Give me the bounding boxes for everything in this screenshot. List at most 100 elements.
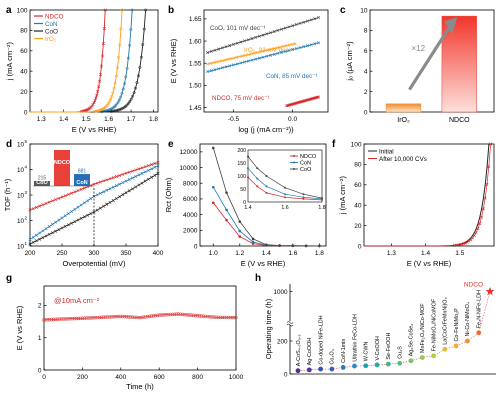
g-series-stability-point xyxy=(88,316,92,320)
g-x-tick-label: 0 xyxy=(42,374,46,381)
d-series-coo-point xyxy=(143,179,147,183)
h-category-label: Ni-Co-NiMoO₄ xyxy=(465,302,471,337)
g-series-stability-point xyxy=(176,312,181,316)
a-series-coo-point xyxy=(121,106,124,110)
d-series-coo-point xyxy=(89,212,93,216)
h-point-co-o xyxy=(329,366,335,372)
e-x-tick-label: 1.8 xyxy=(315,250,324,257)
b-series-label-coo: CoO, 101 mV dec⁻¹ xyxy=(210,25,265,32)
a-series-ndco-line xyxy=(30,9,106,113)
d-series-ndco-point xyxy=(63,194,67,198)
h-category-label: Fe-NiMoO₄/NiCoMOF xyxy=(431,298,437,351)
d-series-coo-point xyxy=(60,226,64,230)
f-series-after-10-000-cvs-point xyxy=(470,236,475,240)
g-series-stability-point xyxy=(63,317,67,321)
a-x-axis-label: E (V vs RHE) xyxy=(72,125,117,134)
g-series-stability-point xyxy=(215,315,219,320)
a-series-con-point xyxy=(123,82,126,86)
d-series-coo-point xyxy=(146,177,150,181)
g-series-stability-point xyxy=(232,315,236,320)
g-series-stability-point xyxy=(184,313,188,317)
d-series-ndco-point xyxy=(153,161,157,165)
g-x-axis-label: Time (h) xyxy=(126,382,154,391)
g-series-stability-point xyxy=(170,312,175,317)
d-series-coo-point xyxy=(105,202,109,206)
g-series-stability-point xyxy=(207,314,211,319)
b-series-iro-point xyxy=(293,42,297,46)
g-series-stability-point xyxy=(134,315,138,320)
e-inset-x-tick-label: 1.6 xyxy=(281,205,288,211)
h-y-tick-label: 0 xyxy=(284,371,288,378)
a-series-coo-point xyxy=(119,107,123,111)
e-series-coo-point xyxy=(291,244,295,248)
a-x-tick-label: 1.5 xyxy=(82,116,91,123)
g-series-stability-point xyxy=(209,315,213,319)
a-y-tick-label: 0 xyxy=(24,109,28,116)
g-x-tick-label: 1000 xyxy=(229,374,244,381)
b-series-con-point xyxy=(268,53,272,57)
b-y-tick-label: 1.45 xyxy=(189,105,202,112)
g-series-stability-point xyxy=(224,315,229,320)
g-series-stability-point xyxy=(103,315,108,319)
h-point-ag-coooh xyxy=(306,367,312,373)
a-series-ndco-point xyxy=(98,79,102,83)
a-series-iro-point xyxy=(119,27,123,31)
d-series-con-point xyxy=(95,193,99,197)
d-series-con-point xyxy=(130,176,134,180)
g-series-stability-point xyxy=(220,315,225,320)
e-inset-series-ndco-line xyxy=(247,177,323,201)
a-y-axis-label: j (mA cm⁻²) xyxy=(5,41,14,81)
d-inset-bar-con xyxy=(74,174,90,186)
panel-letter-c: c xyxy=(340,5,346,16)
g-series-stability-point xyxy=(159,313,163,317)
e-inset-series-coo-point xyxy=(256,167,259,170)
a-series-iro-point xyxy=(117,55,121,59)
a-series-coo-point xyxy=(132,91,136,95)
a-legend-entry: CoO xyxy=(45,28,58,35)
h-point-ndco xyxy=(485,286,495,296)
e-series-con-point xyxy=(225,208,228,212)
a-x-tick-label: 1.8 xyxy=(149,116,158,123)
h-point-v-coooh xyxy=(374,362,380,368)
d-series-coo-point xyxy=(134,185,138,189)
a-series-coo-point xyxy=(118,108,122,112)
b-series-iro-point xyxy=(232,56,236,60)
b-series-coo-point xyxy=(206,51,210,55)
d-series-ndco-point xyxy=(108,177,112,181)
g-series-stability-point xyxy=(203,314,208,319)
b-series-con-point xyxy=(257,56,261,60)
a-series-con-point xyxy=(116,100,120,104)
b-series-coo-point xyxy=(287,25,291,29)
d-series-coo-point xyxy=(111,198,115,202)
f-y-tick-label: 0 xyxy=(358,243,362,250)
a-y-tick-label: 60 xyxy=(20,48,28,55)
b-series-coo-point xyxy=(298,21,302,25)
a-series-coo-point xyxy=(113,109,117,113)
panel-g: g 0 200 400 600 800 1000 0 1 2 Time (h) E (V vs RH… xyxy=(6,273,244,391)
a-series-con-point xyxy=(125,66,129,70)
e-legend-entry: CoN xyxy=(300,161,311,167)
d-series-coo-point xyxy=(156,171,160,175)
panel-a: a 1.3 1.4 1.5 1.6 1.7 1.8 0 20 40 60 80 100 E (V vs … xyxy=(5,5,158,134)
d-series-ndco-point xyxy=(150,163,154,167)
g-series-stability-point xyxy=(155,313,160,318)
b-series-coo-point xyxy=(213,48,217,52)
a-series-coo-point xyxy=(115,109,119,112)
d-series-con-point xyxy=(41,229,45,233)
e-inset-series-ndco-point xyxy=(256,185,259,188)
b-series-ndco-point xyxy=(317,95,321,99)
g-series-stability-point xyxy=(46,318,50,322)
g-x-tick-label: 400 xyxy=(115,374,126,381)
a-series-iro-point xyxy=(110,94,114,98)
g-series-stability-point xyxy=(180,312,184,317)
b-y-axis-label: E (V vs RHE) xyxy=(169,38,178,83)
g-series-stability-point xyxy=(145,314,150,319)
b-x-tick-label: -0.5 xyxy=(228,116,240,123)
d-series-coo-point xyxy=(28,242,32,246)
f-series-after-10-000-cvs-point xyxy=(478,222,482,226)
a-x-tick-label: 1.7 xyxy=(127,116,136,123)
g-series-stability-point xyxy=(230,315,234,320)
